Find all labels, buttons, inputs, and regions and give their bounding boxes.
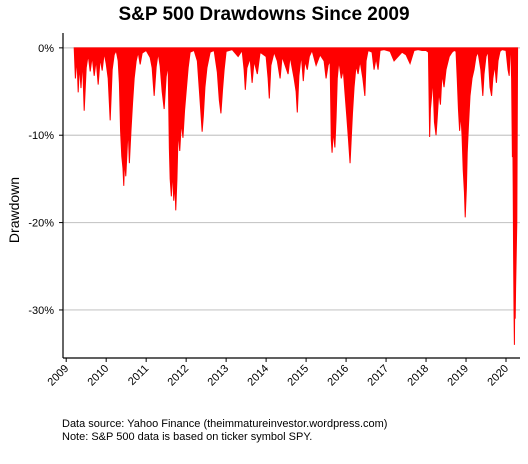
- x-tick-label: 2017: [365, 363, 391, 389]
- x-tick-label: 2009: [46, 363, 72, 389]
- drawdown-series: [73, 47, 519, 345]
- x-tick-label: 2016: [325, 363, 351, 389]
- y-tick-label: -10%: [28, 130, 54, 142]
- drawdown-area: [73, 47, 519, 345]
- x-tick-label: 2011: [126, 363, 151, 388]
- y-tick-label: -20%: [28, 218, 54, 230]
- x-tick-label: 2014: [245, 363, 271, 389]
- chart-title: S&P 500 Drawdowns Since 2009: [118, 4, 410, 25]
- data-note-caption: Note: S&P 500 data is based on ticker sy…: [62, 431, 313, 443]
- x-tick-label: 2018: [405, 363, 431, 389]
- x-tick-label: 2012: [165, 363, 191, 389]
- data-source-caption: Data source: Yahoo Finance (theimmaturei…: [62, 418, 388, 430]
- axes: [59, 33, 520, 362]
- y-tick-label: 0%: [38, 43, 54, 55]
- x-tick-label: 2015: [285, 363, 311, 389]
- x-tick-label: 2013: [205, 363, 231, 389]
- y-tick-label: -30%: [28, 305, 54, 317]
- x-tick-label: 2019: [445, 363, 471, 389]
- x-tick-label: 2020: [485, 363, 511, 389]
- x-tick-label: 2010: [86, 363, 112, 389]
